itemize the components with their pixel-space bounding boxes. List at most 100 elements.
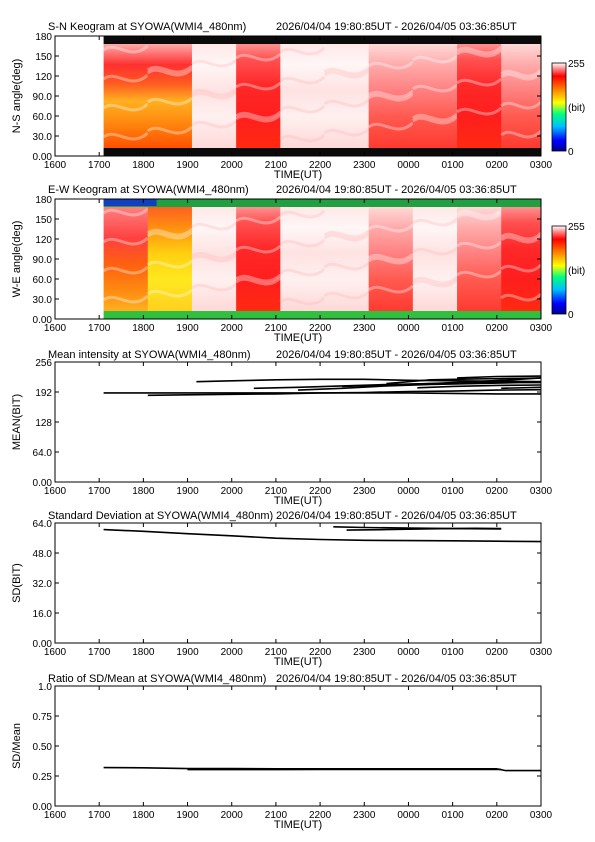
- x-tick-label: 1800: [132, 160, 155, 171]
- y-tick-label: 150: [35, 215, 52, 226]
- keogram-band-4: [280, 44, 326, 148]
- x-tick-label: 1800: [132, 323, 155, 334]
- x-tick-label: 2100: [265, 323, 288, 334]
- keogram-streak: [367, 252, 414, 262]
- keogram-streak: [279, 238, 326, 248]
- x-tick-label: 1800: [132, 647, 155, 658]
- colorbar: 255 (bit) 0: [551, 59, 585, 158]
- keogram-streak: [191, 58, 238, 68]
- y-tick-label: 180: [35, 195, 52, 206]
- keogram-streak: [235, 52, 282, 62]
- keogram-bottom-edge: [103, 311, 541, 319]
- keogram-band-7: [412, 207, 458, 311]
- chart-title: Ratio of SD/Mean at SYOWA(WMI4_480nm): [48, 673, 266, 685]
- keogram-band-8: [457, 207, 502, 311]
- x-axis-label: TIME(UT): [274, 656, 322, 668]
- y-axis-label: MEAN(BIT): [11, 394, 23, 450]
- keogram-streak: [235, 81, 282, 91]
- y-tick-label: 64.0: [33, 448, 53, 459]
- mean-intensity-series-6: [386, 377, 542, 385]
- keogram-streak: [456, 77, 503, 87]
- keogram-streak: [235, 113, 282, 123]
- mean-intensity-series-4: [297, 381, 541, 391]
- standard-deviation-series-0: [103, 528, 542, 543]
- mean-intensity-series-9: [501, 386, 542, 390]
- keogram-band-5: [324, 44, 370, 148]
- keogram-streak: [191, 119, 238, 129]
- keogram-streak: [235, 110, 282, 120]
- keogram-band-9: [501, 207, 542, 311]
- keogram-top-edge-blue: [103, 199, 157, 206]
- y-tick-label: 90.0: [33, 255, 53, 266]
- y-tick-label: 192: [35, 388, 52, 399]
- x-tick-label: 2200: [309, 810, 332, 821]
- keogram-band-5: [324, 207, 370, 311]
- y-tick-label: 120: [35, 235, 52, 246]
- keogram-streak: [456, 211, 503, 221]
- keogram-streak: [323, 232, 370, 242]
- keogram-streak: [279, 104, 326, 114]
- keogram-band-6: [368, 44, 414, 148]
- keogram-streak: [146, 230, 193, 240]
- x-tick-label: 0300: [530, 647, 553, 658]
- keogram-streak: [500, 68, 543, 78]
- x-tick-label: 2100: [265, 486, 288, 497]
- y-tick-label: 128: [35, 418, 52, 429]
- keogram-bottom-edge: [103, 148, 541, 156]
- x-tick-label: 1600: [44, 323, 67, 334]
- x-tick-label: 2200: [309, 323, 332, 334]
- x-tick-label: 0100: [442, 810, 465, 821]
- y-tick-label: 48.0: [33, 549, 53, 560]
- keogram-streak: [411, 275, 459, 285]
- keogram-streak: [500, 292, 543, 302]
- x-tick-label: 2200: [309, 160, 332, 171]
- x-tick-label: 1700: [88, 647, 111, 658]
- keogram-streak: [411, 83, 459, 93]
- y-axis-label: N-S angle(deg): [11, 59, 23, 134]
- keogram-band-2: [191, 44, 237, 148]
- x-tick-label: 0300: [530, 486, 553, 497]
- y-tick-label: 0.00: [33, 802, 53, 813]
- x-tick-label: 1800: [132, 486, 155, 497]
- keogram-streak: [102, 294, 149, 304]
- x-tick-label: 2300: [353, 647, 376, 658]
- keogram-streak: [279, 267, 326, 277]
- x-tick-label: 2100: [265, 647, 288, 658]
- x-tick-label: 2300: [353, 160, 376, 171]
- x-tick-label: 0100: [442, 647, 465, 658]
- chart-time-range: 2026/04/04 19:80:85UT - 2026/04/05 03:36…: [276, 184, 517, 196]
- x-tick-label: 0200: [486, 486, 509, 497]
- y-tick-label: 0.75: [33, 712, 53, 723]
- x-tick-label: 1700: [88, 160, 111, 171]
- x-tick-label: 0300: [530, 160, 553, 171]
- keogram-streak: [102, 236, 149, 246]
- standard-deviation-series-2: [346, 527, 502, 531]
- chart-title: E-W Keogram at SYOWA(WMI4_480nm): [48, 184, 249, 196]
- keogram-streak: [146, 64, 193, 74]
- x-axis-label: TIME(UT): [274, 169, 322, 181]
- y-tick-label: 60.0: [33, 275, 53, 286]
- keogram-streak: [191, 221, 238, 231]
- x-axis-label: TIME(UT): [274, 332, 322, 344]
- keogram-streak: [102, 73, 149, 83]
- keogram-streak: [323, 229, 370, 239]
- keogram-streak: [367, 284, 414, 294]
- keogram-band-9: [501, 44, 542, 148]
- y-tick-label: 0.50: [33, 742, 53, 753]
- chart-time-range: 2026/04/04 19:80:85UT - 2026/04/05 03:36…: [276, 673, 517, 685]
- colorbar-unit-label: (bit): [568, 103, 585, 114]
- keogram-streak: [279, 296, 326, 306]
- keogram-streak: [456, 106, 503, 116]
- mean-intensity-series-1: [147, 388, 542, 397]
- chart-title: Standard Deviation at SYOWA(WMI4_480nm): [48, 510, 273, 522]
- keogram-streak: [367, 223, 414, 233]
- keogram-band-2: [191, 207, 237, 311]
- keogram-streak: [102, 102, 149, 112]
- sd-mean-ratio-panel: 1600 1700 1800 1900 2000 2100 2200 2300 0000 0100…: [11, 673, 553, 831]
- y-tick-label: 0.00: [33, 639, 53, 650]
- colorbar-scale: [551, 62, 567, 152]
- x-tick-label: 1900: [176, 486, 199, 497]
- keogram-streak: [500, 100, 543, 110]
- keogram-streak: [146, 67, 193, 77]
